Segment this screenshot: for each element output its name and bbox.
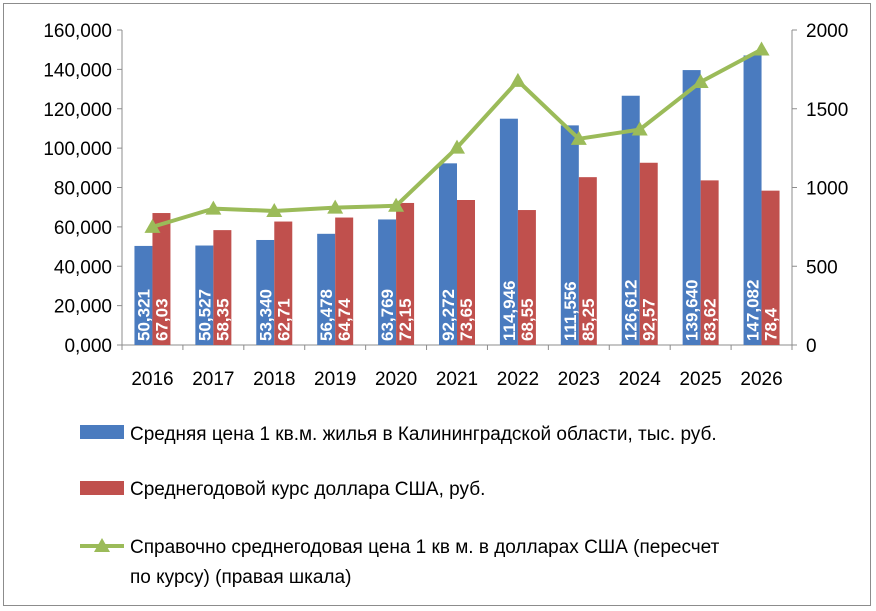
data-label-usd-rate: 73,65 (457, 298, 476, 341)
x-tick-label: 2026 (740, 369, 782, 390)
x-tick-label: 2021 (436, 369, 478, 390)
x-tick-label: 2017 (192, 369, 234, 390)
data-label-usd-rate: 64,74 (335, 298, 354, 341)
y-left-tick-label: 0,000 (64, 336, 112, 357)
line-marker-triangle (327, 199, 344, 214)
y-left-tick-label: 80,000 (54, 179, 112, 200)
bar-usd-rate (213, 230, 232, 345)
y-right-tick-label: 1000 (806, 179, 848, 200)
y-left-tick-label: 60,000 (54, 218, 112, 239)
y-left-tick-label: 40,000 (54, 257, 112, 278)
bar-house-price (560, 125, 579, 346)
data-label-usd-rate: 78,4 (762, 307, 781, 341)
bar-usd-rate (639, 162, 658, 345)
data-label-usd-rate: 62,71 (274, 298, 293, 341)
data-label-house-price: 139,640 (683, 280, 702, 341)
bar-house-price (621, 95, 640, 345)
line-marker-triangle (144, 218, 161, 233)
line-marker-triangle (692, 73, 709, 88)
legend-label-line-2: по курсу) (правая шкала) (130, 567, 351, 588)
bar-house-price (439, 163, 457, 345)
line-marker-triangle (631, 121, 648, 136)
legend-swatch-usd-rate (80, 481, 124, 495)
x-tick-label: 2024 (619, 369, 662, 390)
y-right-tick-label: 2000 (806, 21, 848, 42)
data-label-house-price: 147,082 (744, 280, 763, 341)
y-right-tick-label: 1500 (806, 100, 848, 121)
x-tick-label: 2018 (253, 369, 295, 390)
bar-usd-rate (761, 190, 780, 345)
data-label-usd-rate: 72,15 (396, 298, 415, 341)
bar-house-price (256, 239, 275, 345)
x-tick-label: 2016 (131, 369, 173, 390)
data-label-usd-rate: 83,62 (701, 298, 720, 341)
line-series (144, 41, 770, 233)
legend-label-usd-rate: Среднегодовой курс доллара США, руб. (130, 479, 485, 500)
bar-usd-rate (578, 177, 597, 345)
data-label-house-price: 56,478 (317, 289, 336, 341)
bars (134, 55, 780, 346)
line-marker-triangle (205, 200, 222, 215)
bar-house-price (134, 245, 153, 345)
y-left-tick-label: 100,000 (43, 139, 112, 160)
legend-label-house-price: Средняя цена 1 кв.м. жилья в Калининград… (130, 424, 717, 445)
line-marker-triangle (509, 72, 526, 87)
data-label-usd-rate: 67,03 (152, 298, 171, 341)
bar-house-price (378, 219, 397, 345)
x-tick-label: 2019 (314, 369, 356, 390)
data-label-usd-rate: 58,35 (213, 298, 232, 341)
data-label-house-price: 126,612 (622, 280, 641, 341)
data-label-house-price: 111,556 (561, 281, 580, 341)
bar-usd-rate (700, 180, 719, 345)
x-tick-label: 2025 (679, 369, 721, 390)
y-right-tick-label: 0 (806, 336, 817, 357)
bar-usd-rate (335, 217, 354, 345)
y-right-tick-label: 500 (806, 257, 838, 278)
y-left-tick-label: 160,000 (43, 21, 112, 42)
x-tick-label: 2023 (558, 369, 600, 390)
bar-usd-rate (152, 213, 171, 345)
bar-house-price (195, 245, 214, 345)
line-marker-triangle (449, 139, 465, 154)
line-marker-triangle (266, 202, 283, 217)
bar-usd-rate (274, 221, 293, 345)
y-left-tick-label: 140,000 (43, 60, 112, 81)
data-label-house-price: 50,321 (134, 289, 153, 341)
data-label-house-price: 50,527 (195, 289, 214, 341)
data-label-house-price: 53,340 (256, 289, 275, 341)
legend-label-line-1: Справочно среднегодовая цена 1 кв м. в д… (130, 537, 720, 558)
data-label-usd-rate: 92,57 (640, 298, 659, 341)
bar-usd-rate (396, 202, 415, 345)
line-marker-triangle (753, 41, 770, 56)
legend-swatch-house-price (80, 425, 124, 439)
y-left-tick-label: 20,000 (54, 297, 112, 318)
bar-house-price (317, 233, 336, 345)
bar-usd-rate (457, 200, 475, 345)
y-left-tick-label: 120,000 (43, 100, 112, 121)
legend-marker-triangle (94, 538, 110, 552)
axes: 0,000 20,000 40,000 60,000 80,000 100,000 120,… (43, 21, 848, 390)
data-label-usd-rate: 68,55 (518, 298, 537, 341)
bar-usd-rate (517, 210, 536, 345)
data-label-house-price: 114,946 (500, 280, 519, 341)
line-marker-triangle (570, 130, 587, 145)
data-labels: 50,321 50,527 53,340 56,478 63,769 92,272 114,… (134, 280, 780, 341)
x-tick-label: 2022 (497, 369, 539, 390)
x-tick-label: 2020 (375, 369, 417, 390)
line-marker-triangle (388, 197, 405, 212)
legend: Средняя цена 1 кв.м. жилья в Калининград… (80, 424, 720, 588)
data-label-house-price: 92,272 (439, 289, 458, 341)
bar-house-price (499, 118, 518, 345)
data-label-usd-rate: 85,25 (579, 298, 598, 341)
bar-house-price (743, 55, 762, 345)
bar-house-price (682, 70, 701, 346)
data-label-house-price: 63,769 (378, 289, 397, 341)
